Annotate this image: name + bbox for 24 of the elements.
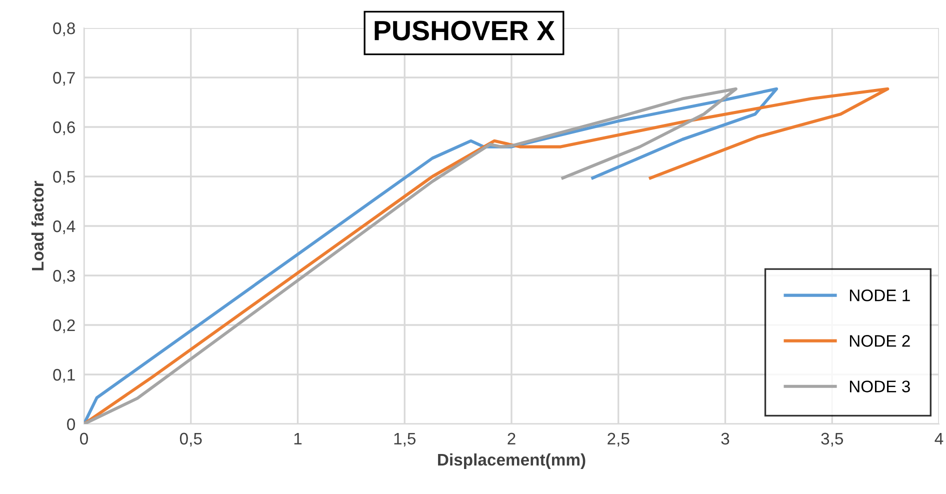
y-tick-label: 0,7 bbox=[53, 72, 75, 86]
x-tick-label: 0,5 bbox=[180, 432, 202, 447]
x-tick-label: 3 bbox=[721, 432, 730, 445]
y-tick-label: 0,4 bbox=[53, 220, 76, 234]
x-tick-label: 1,5 bbox=[394, 432, 416, 447]
x-tick-label: 2,5 bbox=[608, 432, 630, 447]
y-tick-label: 0,3 bbox=[53, 270, 75, 284]
y-tick-label: 0,1 bbox=[53, 368, 75, 383]
legend-label: NODE 2 bbox=[850, 335, 910, 347]
y-tick-label: 0,2 bbox=[53, 319, 75, 334]
y-tick-label: 0,5 bbox=[53, 170, 75, 185]
y-tick-label: 0,8 bbox=[53, 22, 75, 36]
y-tick-label: 0,6 bbox=[53, 121, 75, 136]
x-tick-label: 2 bbox=[508, 432, 516, 444]
y-axis-title: Load factor bbox=[31, 180, 44, 270]
x-tick-label: 0 bbox=[80, 432, 88, 445]
legend-label: NODE 1 bbox=[850, 289, 910, 302]
x-tick-label: 4 bbox=[934, 432, 944, 444]
x-tick-label: 1 bbox=[294, 432, 302, 444]
y-tick-label: 0 bbox=[67, 418, 76, 430]
legend-label: NODE 3 bbox=[850, 380, 910, 392]
x-tick-label: 3,5 bbox=[821, 432, 844, 447]
chart-title: PUSHOVER X bbox=[374, 20, 555, 40]
x-axis-title: Displacement(mm) bbox=[438, 453, 586, 469]
